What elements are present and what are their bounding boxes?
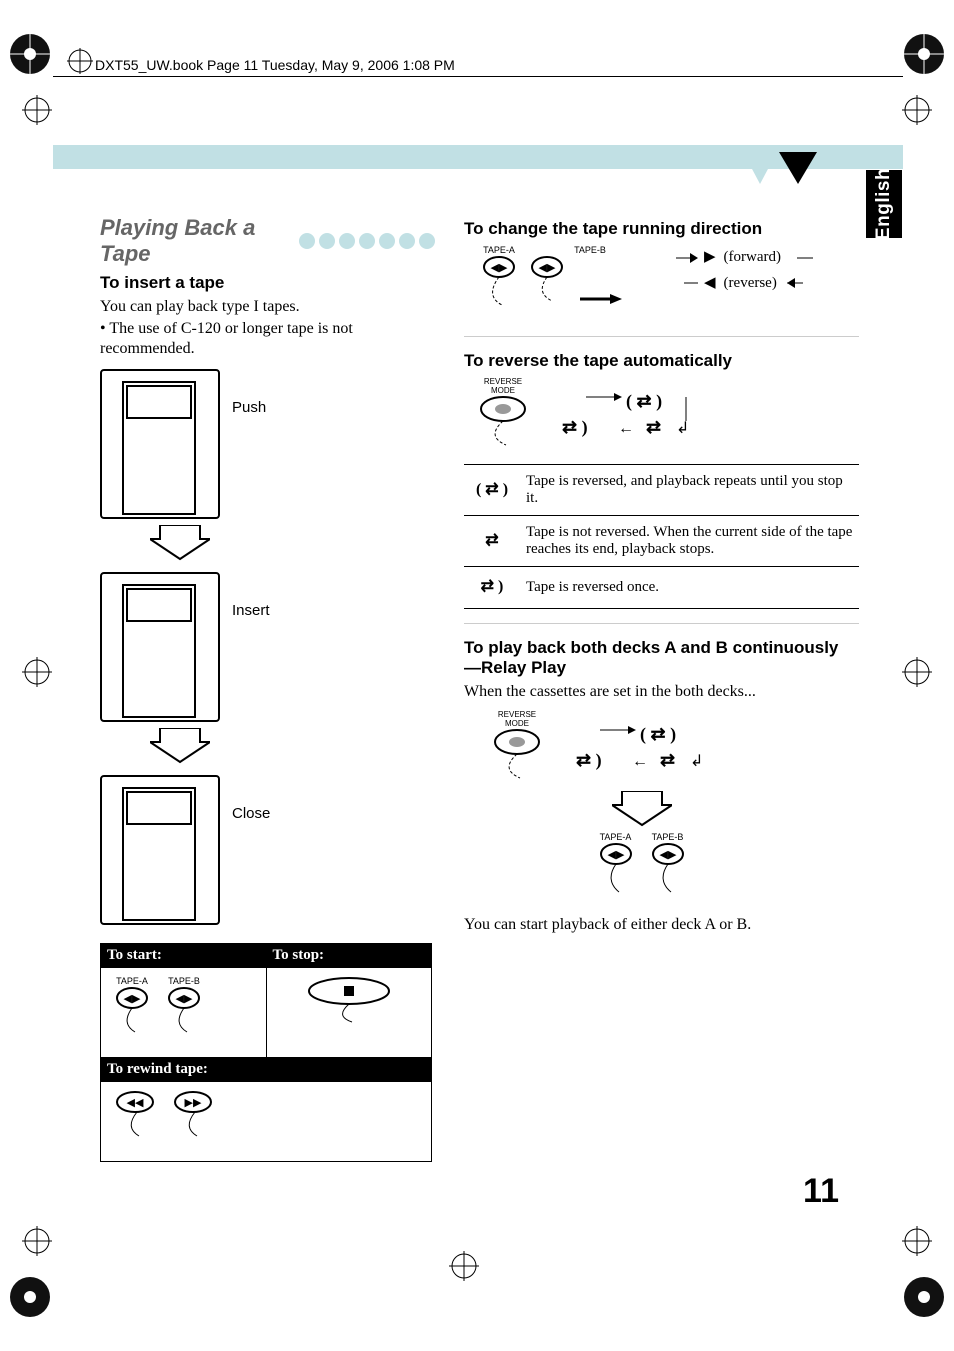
relay-cycle-icon: ( ⇄ ) ⇄ ) ← ⇄ ↲ [570, 724, 720, 774]
svg-text:◀◀: ◀◀ [127, 1097, 144, 1109]
down-arrow-icon [130, 525, 230, 566]
tape-a-label: TAPE-A [482, 245, 516, 255]
direction-labels: ▶(forward) ◀(reverse) [676, 245, 813, 296]
controls-table: To start: To stop: TAPE-A ◀▶ TAPE-B ◀▶ [100, 943, 432, 1162]
reverse-mode-cycle-icon: ( ⇄ ) ⇄ ) ← ⇄ ↲ [556, 391, 706, 441]
svg-text:⇄ ): ⇄ ) [562, 417, 588, 438]
reg-mark-tr [900, 30, 948, 78]
crop-mark [902, 95, 932, 125]
forward-label: (forward) [724, 245, 781, 271]
mode-icon-loop: ( ⇄ ) [464, 465, 520, 516]
book-header-line: DXT55_UW.book Page 11 Tuesday, May 9, 20… [95, 57, 455, 73]
tape-insert-diagram: Insert [100, 572, 435, 722]
svg-text:◀▶: ◀▶ [176, 993, 193, 1005]
controls-hdr-rewind: To rewind tape: [101, 1058, 432, 1082]
tape-b-label: TAPE-B [530, 245, 650, 255]
relay-line1: When the cassettes are set in the both d… [464, 682, 859, 702]
header-arrow-icon [743, 140, 839, 195]
svg-text:▶▶: ▶▶ [185, 1097, 202, 1109]
tape-a-label: TAPE-A [115, 976, 149, 986]
rewind-button-diagram: ◀◀ [115, 1090, 155, 1143]
svg-text:◀▶: ◀▶ [124, 993, 141, 1005]
svg-text:⇄ ): ⇄ ) [481, 578, 504, 595]
divider [464, 336, 859, 337]
svg-text:↲: ↲ [676, 420, 689, 437]
insert-line2: • The use of C-120 or longer tape is not… [100, 319, 435, 359]
svg-text:( ⇄ ): ( ⇄ ) [640, 724, 676, 745]
reg-mark-br [900, 1273, 948, 1321]
tape-a-button-diagram: TAPE-A ◀▶ [115, 976, 149, 1039]
svg-text:( ⇄ ): ( ⇄ ) [626, 391, 662, 412]
insert-heading: To insert a tape [100, 273, 435, 293]
svg-text:◀▶: ◀▶ [491, 262, 508, 274]
svg-text:←: ← [632, 753, 648, 770]
tape-b-button-diagram: TAPE-B ◀▶ [167, 976, 201, 1039]
relay-line2: You can start playback of either deck A … [464, 915, 859, 935]
mode-icon-oneway: ⇄ [464, 516, 520, 567]
relay-heading: To play back both decks A and B continuo… [464, 638, 859, 678]
crop-mark [902, 657, 932, 687]
mode-desc-oneway: Tape is not reversed. When the current s… [520, 516, 859, 567]
mode-icon-once: ⇄ ) [464, 567, 520, 609]
reg-mark-bl [6, 1273, 54, 1321]
reverse-label: (reverse) [724, 271, 777, 297]
change-direction-diagram: TAPE-A ◀▶ TAPE-B ◀▶ ▶(forward) ◀(reverse… [482, 245, 859, 322]
ff-button-diagram: ▶▶ [173, 1090, 213, 1143]
svg-text:⇄: ⇄ [485, 532, 498, 549]
svg-text:⇄: ⇄ [646, 417, 661, 437]
close-caption: Close [232, 805, 270, 822]
svg-text:◀▶: ◀▶ [607, 849, 624, 861]
page-number: 11 [803, 1172, 839, 1211]
crop-mark [22, 1226, 52, 1256]
down-arrow-icon [424, 791, 859, 832]
crop-mark [22, 657, 52, 687]
section-title-text: Playing Back a Tape [100, 215, 287, 267]
mode-desc-once: Tape is reversed once. [520, 567, 859, 609]
crop-mark [449, 1251, 479, 1281]
svg-text:( ⇄ ): ( ⇄ ) [476, 481, 508, 498]
controls-hdr-stop: To stop: [266, 944, 432, 968]
insert-line1: You can play back type I tapes. [100, 297, 435, 317]
reg-mark-tl [6, 30, 54, 78]
tape-close-diagram: Close [100, 775, 435, 925]
language-tab-label: English [873, 168, 895, 240]
reverse-mode-label: REVERSE MODE [492, 710, 542, 728]
relay-reverse-mode-diagram: REVERSE MODE ( ⇄ ) ⇄ ) ← ⇄ ↲ [492, 710, 859, 787]
tape-a-label: TAPE-A [599, 832, 633, 842]
controls-hdr-start: To start: [101, 944, 267, 968]
svg-text:←: ← [618, 420, 634, 437]
mode-desc-loop: Tape is reversed, and playback repeats u… [520, 465, 859, 516]
language-tab: English [866, 170, 902, 238]
controls-start-cell: TAPE-A ◀▶ TAPE-B ◀▶ [101, 968, 267, 1058]
book-header-rule [53, 76, 903, 77]
tape-b-label: TAPE-B [651, 832, 685, 842]
svg-text:⇄ ): ⇄ ) [576, 750, 602, 771]
down-arrow-icon [130, 728, 230, 769]
crop-mark [22, 95, 52, 125]
controls-rewind-cell: ◀◀ ▶▶ [101, 1082, 432, 1162]
crop-target-icon [67, 48, 93, 74]
change-direction-heading: To change the tape running direction [464, 219, 859, 239]
reverse-mode-diagram: REVERSE MODE ( ⇄ ) ⇄ ) ← ⇄ ↲ [478, 377, 859, 454]
controls-stop-cell [266, 968, 432, 1058]
svg-text:◀▶: ◀▶ [659, 849, 676, 861]
stop-button-diagram [275, 976, 424, 1029]
relay-tape-buttons: TAPE-A ◀▶ TAPE-B ◀▶ [424, 832, 859, 899]
push-caption: Push [232, 399, 266, 416]
crop-mark [902, 1226, 932, 1256]
svg-text:⇄: ⇄ [660, 750, 675, 770]
tape-b-label: TAPE-B [167, 976, 201, 986]
divider [464, 623, 859, 624]
svg-text:↲: ↲ [690, 753, 703, 770]
decorative-dots [299, 233, 435, 249]
insert-caption: Insert [232, 602, 270, 619]
reverse-modes-table: ( ⇄ ) Tape is reversed, and playback rep… [464, 464, 859, 609]
reverse-mode-label: REVERSE MODE [478, 377, 528, 395]
auto-reverse-heading: To reverse the tape automatically [464, 351, 859, 371]
svg-text:◀▶: ◀▶ [539, 262, 556, 274]
section-title: Playing Back a Tape [100, 215, 435, 267]
tape-push-diagram: Push [100, 369, 435, 519]
